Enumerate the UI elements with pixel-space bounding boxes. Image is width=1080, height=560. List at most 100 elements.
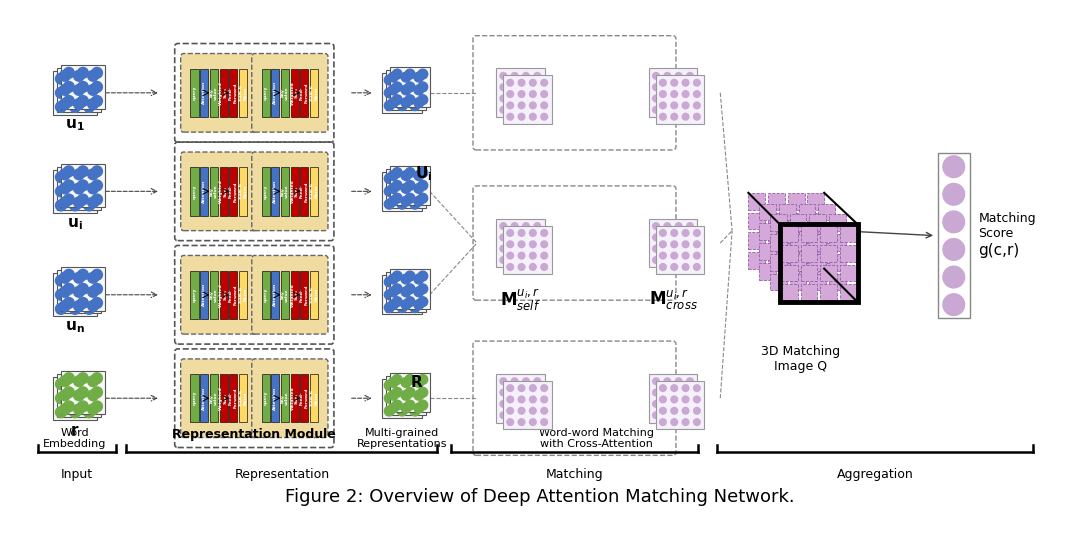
Circle shape [507, 240, 514, 248]
Circle shape [405, 388, 415, 397]
Circle shape [55, 276, 66, 286]
FancyBboxPatch shape [271, 374, 280, 422]
FancyBboxPatch shape [496, 68, 544, 117]
FancyBboxPatch shape [819, 204, 835, 221]
FancyBboxPatch shape [809, 274, 826, 290]
FancyBboxPatch shape [821, 265, 837, 282]
FancyBboxPatch shape [300, 374, 309, 422]
Circle shape [659, 263, 667, 271]
Circle shape [73, 183, 84, 194]
Circle shape [384, 88, 394, 98]
FancyBboxPatch shape [798, 223, 815, 240]
Circle shape [652, 234, 660, 241]
Circle shape [659, 101, 667, 109]
FancyBboxPatch shape [503, 226, 552, 274]
Circle shape [64, 180, 75, 191]
Circle shape [73, 169, 84, 180]
Circle shape [511, 234, 518, 241]
FancyBboxPatch shape [748, 232, 765, 249]
Circle shape [418, 82, 428, 92]
Circle shape [693, 240, 701, 248]
Circle shape [410, 406, 420, 416]
Circle shape [529, 79, 537, 87]
Circle shape [522, 411, 530, 419]
Circle shape [652, 256, 660, 264]
FancyBboxPatch shape [387, 169, 426, 208]
Circle shape [59, 376, 70, 386]
Circle shape [92, 96, 103, 106]
Circle shape [418, 297, 428, 306]
Circle shape [73, 272, 84, 283]
Circle shape [92, 387, 103, 398]
Circle shape [384, 380, 394, 390]
FancyBboxPatch shape [219, 68, 228, 117]
FancyBboxPatch shape [180, 359, 257, 437]
Circle shape [681, 384, 690, 392]
Circle shape [410, 174, 420, 184]
Circle shape [92, 166, 103, 177]
FancyBboxPatch shape [390, 269, 430, 309]
Circle shape [73, 404, 84, 415]
Circle shape [943, 239, 964, 260]
FancyBboxPatch shape [779, 204, 796, 221]
Circle shape [59, 183, 70, 194]
Circle shape [681, 395, 690, 404]
Circle shape [686, 222, 694, 230]
Text: key
value: key value [281, 86, 289, 100]
Circle shape [55, 407, 66, 418]
Circle shape [59, 99, 70, 109]
Circle shape [389, 196, 399, 206]
FancyBboxPatch shape [281, 270, 289, 319]
Circle shape [499, 106, 508, 114]
FancyBboxPatch shape [809, 214, 826, 231]
FancyBboxPatch shape [800, 245, 818, 262]
Text: Sum &
Norm: Sum & Norm [310, 287, 319, 303]
Text: Input: Input [60, 468, 93, 481]
Circle shape [59, 404, 70, 415]
FancyBboxPatch shape [271, 68, 280, 117]
FancyBboxPatch shape [310, 68, 319, 117]
FancyBboxPatch shape [789, 254, 807, 270]
Circle shape [659, 240, 667, 248]
FancyBboxPatch shape [310, 270, 319, 319]
Text: key
value: key value [281, 288, 289, 301]
Text: Weighted
Sum: Weighted Sum [291, 180, 299, 203]
Circle shape [78, 96, 89, 106]
FancyBboxPatch shape [200, 68, 208, 117]
Circle shape [401, 85, 411, 95]
Circle shape [384, 302, 394, 312]
Circle shape [529, 418, 537, 426]
Circle shape [59, 71, 70, 81]
Text: Weighted
Sum: Weighted Sum [219, 283, 228, 306]
Circle shape [499, 83, 508, 91]
Circle shape [410, 88, 420, 98]
FancyBboxPatch shape [382, 171, 422, 211]
FancyBboxPatch shape [252, 152, 328, 231]
Circle shape [663, 72, 672, 80]
FancyBboxPatch shape [759, 223, 775, 240]
Text: $\mathbf{r}$: $\mathbf{r}$ [70, 423, 80, 438]
Text: $\mathbf{u_i}$: $\mathbf{u_i}$ [67, 216, 83, 232]
FancyBboxPatch shape [219, 374, 228, 422]
FancyBboxPatch shape [261, 68, 270, 117]
Circle shape [418, 95, 428, 105]
Circle shape [55, 379, 66, 390]
Circle shape [534, 400, 541, 408]
Circle shape [69, 200, 80, 211]
FancyBboxPatch shape [210, 167, 218, 216]
FancyBboxPatch shape [781, 265, 798, 282]
Circle shape [59, 390, 70, 400]
Circle shape [59, 85, 70, 95]
Text: Word
Embedding: Word Embedding [43, 428, 107, 449]
Circle shape [534, 95, 541, 102]
FancyBboxPatch shape [656, 226, 704, 274]
Circle shape [392, 271, 402, 281]
Circle shape [397, 199, 407, 209]
FancyBboxPatch shape [821, 284, 837, 301]
Circle shape [659, 229, 667, 237]
Circle shape [522, 72, 530, 80]
Circle shape [943, 294, 964, 315]
FancyBboxPatch shape [779, 223, 796, 240]
Circle shape [389, 184, 399, 193]
Circle shape [659, 407, 667, 415]
